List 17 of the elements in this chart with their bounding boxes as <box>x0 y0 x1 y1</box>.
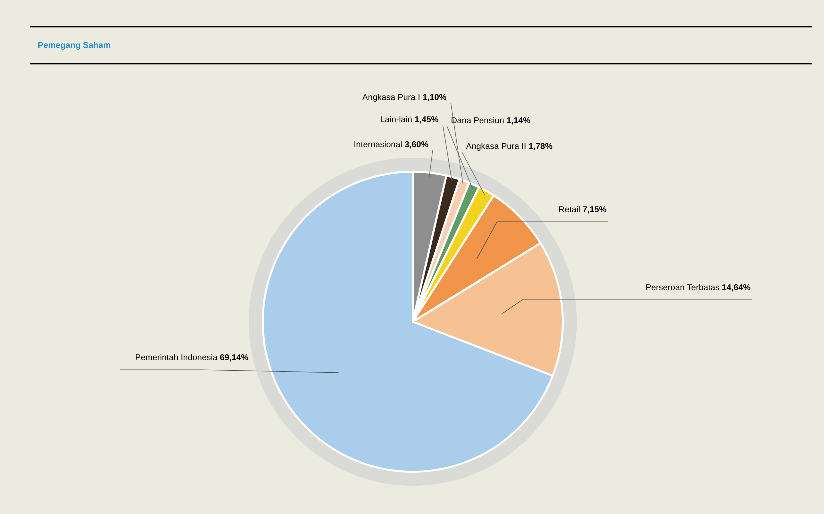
data-label: 14,64% <box>722 284 751 292</box>
data-label: 69,14% <box>220 354 249 362</box>
data-label: 1,45% <box>415 116 439 124</box>
slice-label: Pemerintah Indonesia <box>136 354 218 360</box>
slice-label: Angkasa Pura I <box>362 94 420 102</box>
slice-label: Angkasa Pura II <box>466 143 526 151</box>
data-label: 1,14% <box>507 118 531 125</box>
data-label: 7,15% <box>583 206 607 214</box>
chart-title: Pemegang Saham <box>38 42 110 50</box>
slice-label: Perseroan Terbatas <box>646 284 720 290</box>
slice-label: Retail <box>559 206 580 212</box>
data-label: 3,60% <box>404 142 429 149</box>
data-label: 1,10% <box>423 94 447 102</box>
data-label: 1,78% <box>529 143 553 151</box>
slice-label: Lain-lain <box>381 116 412 122</box>
slice-label: Internasional <box>354 141 402 148</box>
slice-label: Dana Pensiun <box>452 117 504 124</box>
